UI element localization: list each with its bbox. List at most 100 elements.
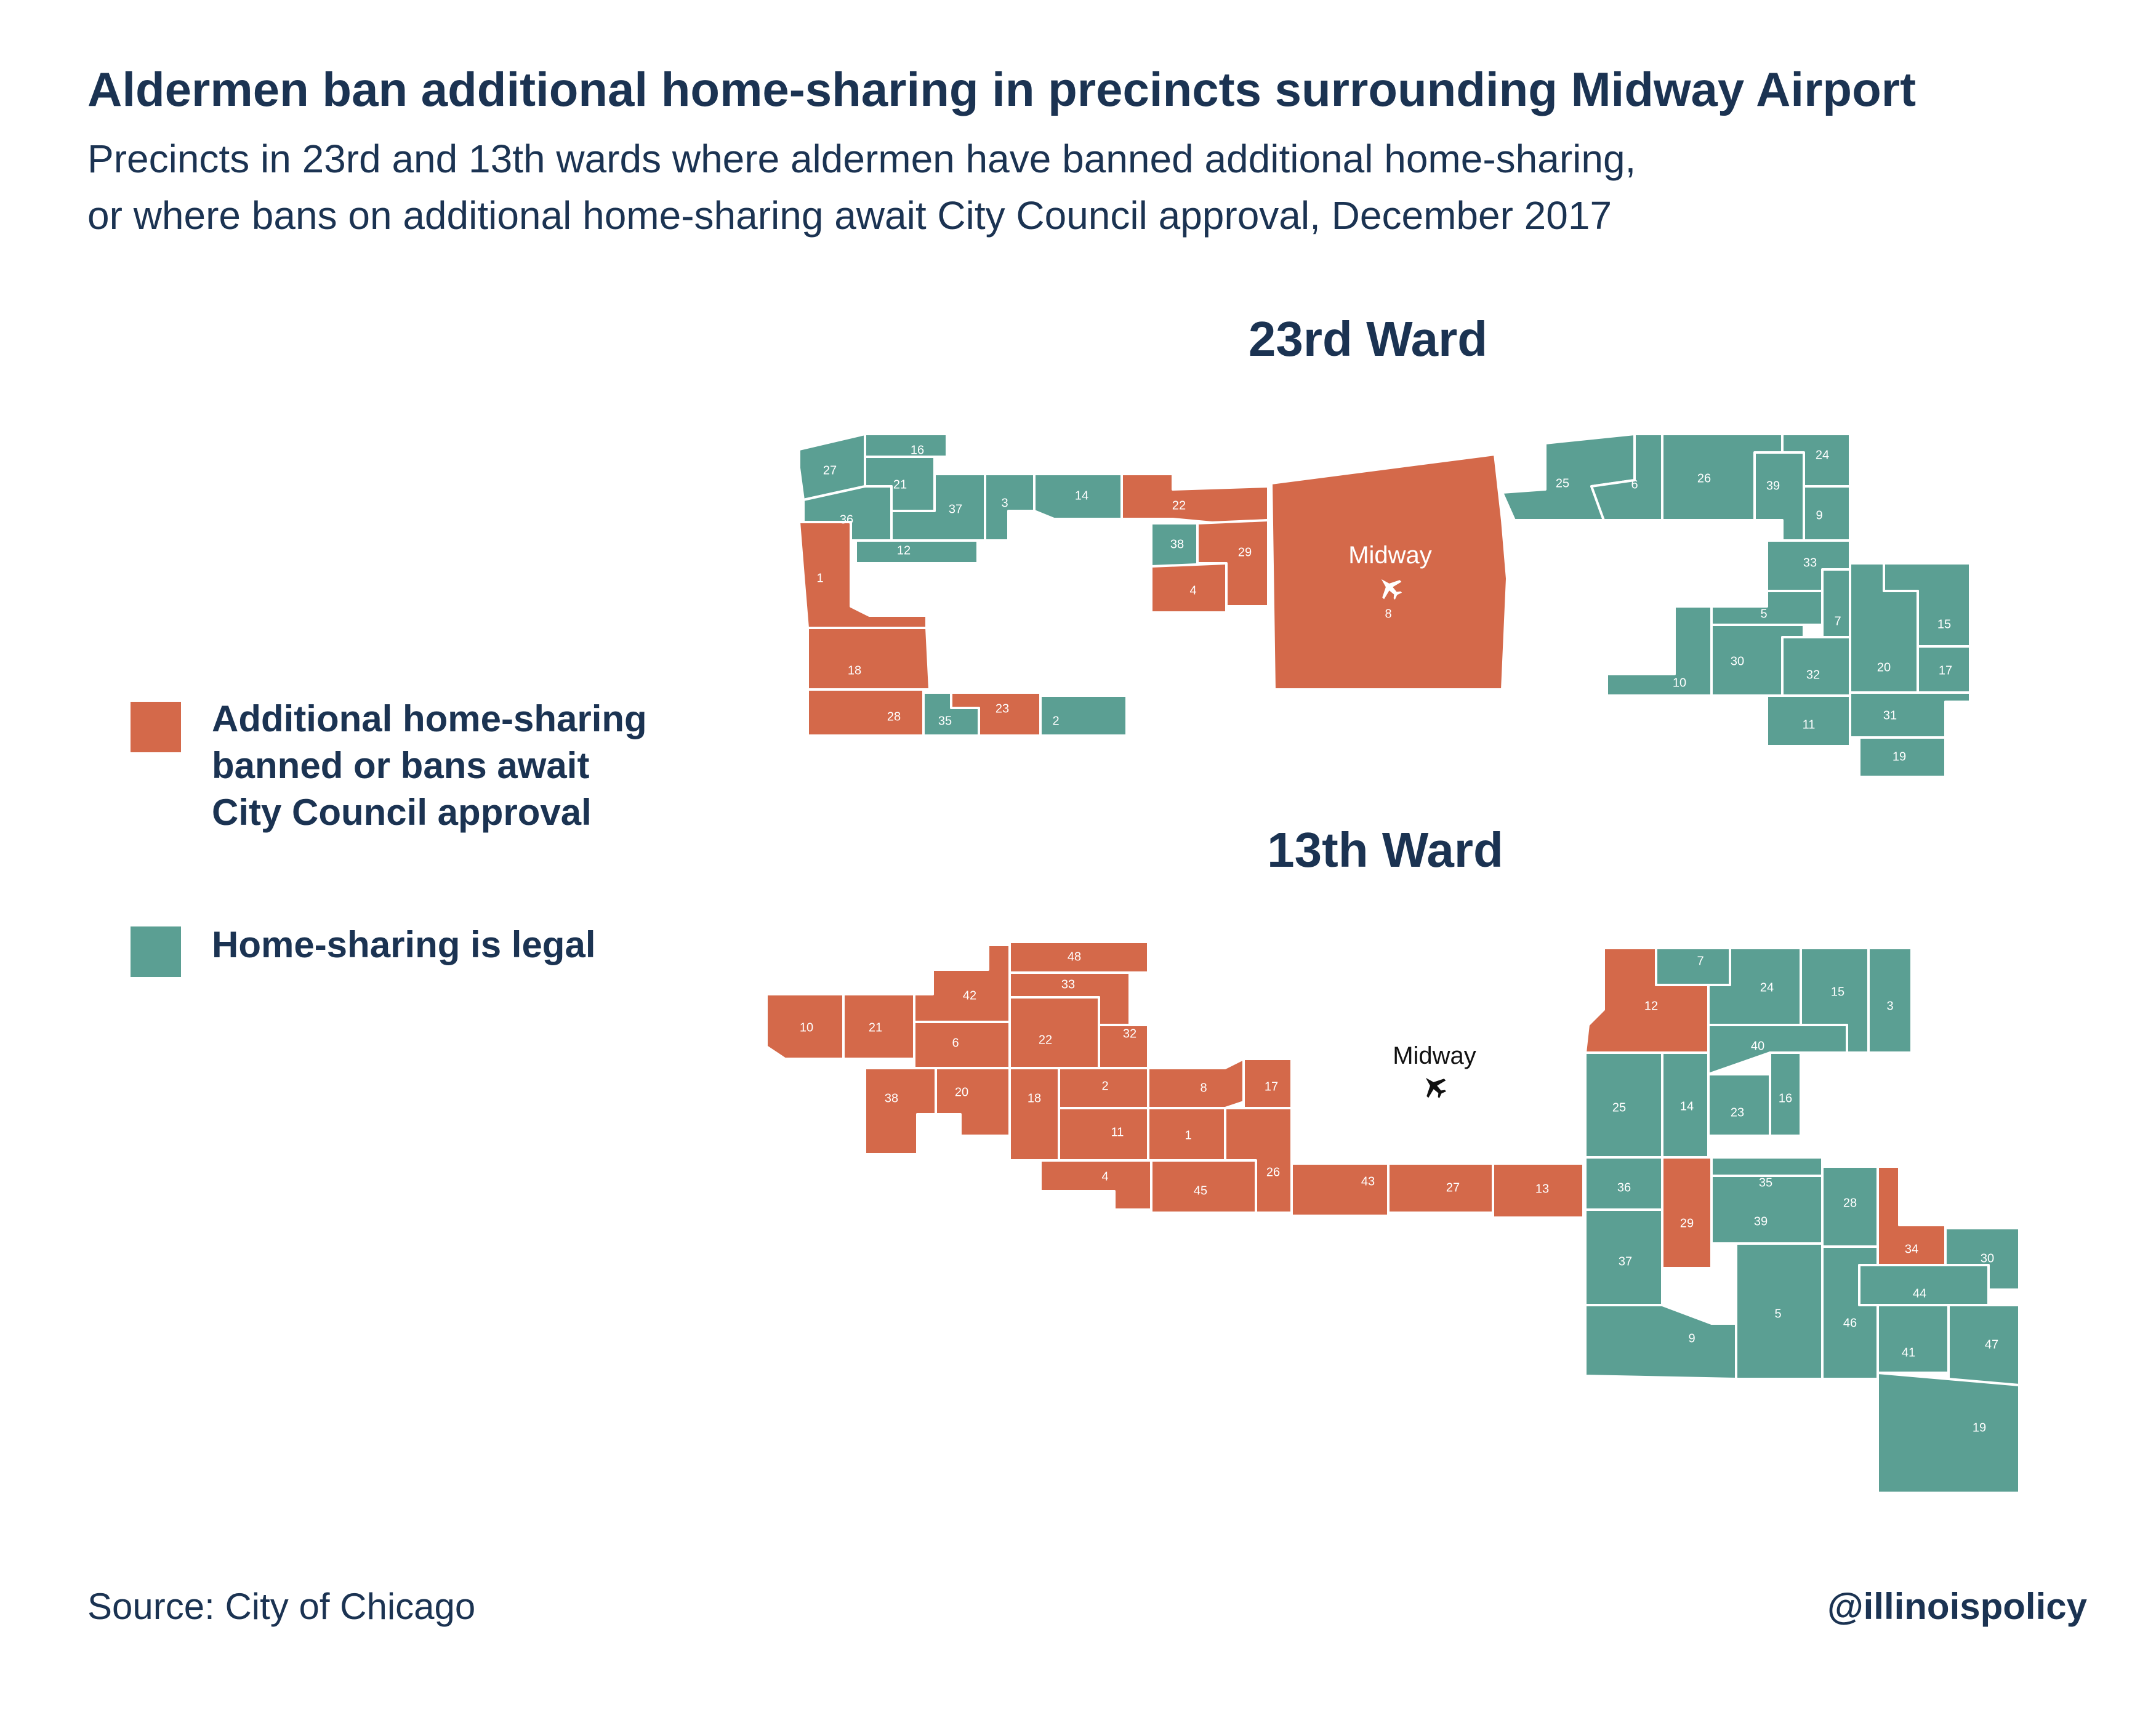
ward13-precinct-label-23: 23 <box>1731 1106 1744 1119</box>
ward13-precinct-shapes <box>765 941 2021 1494</box>
ward23-precinct-18[interactable] <box>806 627 931 691</box>
ward23-precinct-label-33: 33 <box>1803 556 1817 569</box>
ward23-precinct-label-11: 11 <box>1803 718 1816 731</box>
ward23-precinct-label-29: 29 <box>1238 545 1252 559</box>
ward23-precinct-label-2: 2 <box>1052 714 1059 728</box>
ward13-precinct-22[interactable] <box>1008 996 1100 1069</box>
ward13-precinct-label-7: 7 <box>1697 954 1703 968</box>
ward23-precinct-16[interactable] <box>864 433 948 458</box>
ward23-precinct-11[interactable] <box>1766 694 1851 747</box>
ward13-precinct-label-26: 26 <box>1266 1165 1280 1179</box>
ward13-precinct-label-30: 30 <box>1981 1252 1994 1265</box>
ward23-precinct-label-6: 6 <box>1631 478 1638 491</box>
ward13-precinct-label-3: 3 <box>1886 999 1893 1013</box>
ward13-precinct-label-1: 1 <box>1185 1128 1191 1142</box>
ward23-precinct-label-15: 15 <box>1937 617 1951 631</box>
ward13-precinct-23[interactable] <box>1707 1073 1771 1137</box>
ward23-precinct-label-14: 14 <box>1075 489 1088 502</box>
ward13-precinct-label-11: 11 <box>1111 1125 1124 1139</box>
ward13-precinct-label-27: 27 <box>1446 1181 1460 1194</box>
ward23-precinct-label-4: 4 <box>1189 584 1196 597</box>
ward13-precinct-label-48: 48 <box>1068 950 1081 963</box>
ward23-precinct-label-26: 26 <box>1697 472 1711 485</box>
ward-23-title: 23rd Ward <box>1248 311 1488 366</box>
ward13-precinct-19[interactable] <box>1876 1372 2021 1494</box>
ward13-precinct-label-47: 47 <box>1985 1338 1998 1351</box>
ward13-precinct-label-25: 25 <box>1612 1101 1626 1114</box>
ward23-precinct-label-12: 12 <box>897 544 911 557</box>
ward13-precinct-41[interactable] <box>1876 1304 1950 1374</box>
ward23-precinct-label-31: 31 <box>1883 709 1897 722</box>
ward23-precinct-9[interactable] <box>1803 485 1851 542</box>
ward13-precinct-35[interactable] <box>1710 1156 1824 1177</box>
ward13-precinct-4[interactable] <box>1039 1159 1152 1211</box>
ward13-precinct-18[interactable] <box>1008 1067 1060 1162</box>
ward13-precinct-20[interactable] <box>935 1067 1011 1137</box>
ward13-precinct-6[interactable] <box>913 1021 1011 1069</box>
ward23-precinct-1[interactable] <box>798 521 928 629</box>
ward23-precinct-32[interactable] <box>1781 636 1851 697</box>
legend-label-banned: Additional home-sharing banned or bans a… <box>212 696 766 836</box>
ward13-precinct-43[interactable] <box>1290 1162 1390 1217</box>
airplane-icon <box>1381 579 1402 600</box>
ward23-precinct-label-20: 20 <box>1877 661 1891 674</box>
ward13-precinct-8[interactable] <box>1147 1058 1245 1109</box>
ward13-precinct-label-40: 40 <box>1751 1039 1764 1053</box>
ward23-precinct-19[interactable] <box>1858 736 1947 778</box>
ward13-precinct-label-16: 16 <box>1779 1091 1792 1105</box>
ward23-precinct-label-1: 1 <box>816 571 823 585</box>
ward13-precinct-label-43: 43 <box>1361 1175 1375 1188</box>
ward13-precinct-7[interactable] <box>1655 947 1731 986</box>
ward23-precinct-22[interactable] <box>1120 473 1269 524</box>
ward23-precinct-label-3: 3 <box>1001 496 1008 510</box>
ward13-precinct-label-8: 8 <box>1200 1081 1207 1095</box>
ward23-precinct-8[interactable] <box>1270 453 1508 691</box>
midway-label-13: Midway <box>1393 1042 1476 1069</box>
ward13-precinct-16[interactable] <box>1769 1051 1802 1137</box>
ward23-precinct-31[interactable] <box>1849 691 1971 739</box>
ward13-precinct-9[interactable] <box>1584 1304 1737 1380</box>
ward23-precinct-29[interactable] <box>1196 519 1269 608</box>
ward13-precinct-3[interactable] <box>1867 947 1913 1054</box>
ward13-precinct-13[interactable] <box>1492 1162 1585 1219</box>
ward13-precinct-label-32: 32 <box>1123 1027 1136 1040</box>
ward23-precinct-23[interactable] <box>950 691 1042 737</box>
ward13-precinct-27[interactable] <box>1387 1162 1494 1214</box>
ward23-precinct-10[interactable] <box>1606 605 1713 697</box>
ward23-precinct-3[interactable] <box>984 473 1036 542</box>
ward13-precinct-label-14: 14 <box>1680 1099 1694 1113</box>
ward23-precinct-12[interactable] <box>855 539 979 565</box>
ward23-precinct-label-25: 25 <box>1556 476 1569 490</box>
ward13-precinct-label-17: 17 <box>1265 1080 1278 1093</box>
ward13-precinct-label-28: 28 <box>1843 1196 1857 1210</box>
ward13-precinct-47[interactable] <box>1947 1304 2021 1386</box>
ward13-precinct-label-22: 22 <box>1039 1033 1052 1047</box>
ward23-precinct-label-21: 21 <box>893 478 907 491</box>
ward23-precinct-4[interactable] <box>1150 562 1228 614</box>
ward13-precinct-label-33: 33 <box>1061 978 1075 991</box>
ward23-precinct-label-7: 7 <box>1834 614 1841 628</box>
ward13-precinct-42[interactable] <box>913 944 1011 1023</box>
ward13-precinct-10[interactable] <box>765 993 845 1060</box>
ward23-precinct-label-18: 18 <box>848 664 861 677</box>
airport-markers: Midway Midway <box>1348 542 1476 1099</box>
ward13-precinct-26[interactable] <box>1224 1107 1293 1214</box>
ward23-precinct-14[interactable] <box>1033 473 1123 520</box>
ward13-precinct-label-35: 35 <box>1759 1176 1772 1189</box>
ward13-precinct-11[interactable] <box>1058 1107 1149 1162</box>
ward13-precinct-label-37: 37 <box>1619 1255 1632 1268</box>
ward23-precinct-label-36: 36 <box>840 513 853 526</box>
ward13-precinct-29[interactable] <box>1661 1156 1713 1269</box>
subtitle-line-1: Precincts in 23rd and 13th wards where a… <box>87 137 1636 181</box>
ward23-precinct-28[interactable] <box>806 688 925 737</box>
ward13-precinct-label-44: 44 <box>1913 1287 1926 1300</box>
ward23-precinct-2[interactable] <box>1039 694 1128 737</box>
ward13-precinct-label-24: 24 <box>1760 981 1774 994</box>
ward23-precinct-label-24: 24 <box>1816 448 1829 462</box>
ward23-precinct-label-23: 23 <box>996 702 1009 715</box>
ward13-precinct-label-39: 39 <box>1754 1215 1768 1228</box>
ward13-precinct-label-6: 6 <box>952 1036 959 1050</box>
ward23-precinct-39[interactable] <box>1753 451 1805 542</box>
ward13-precinct-label-12: 12 <box>1644 999 1658 1013</box>
